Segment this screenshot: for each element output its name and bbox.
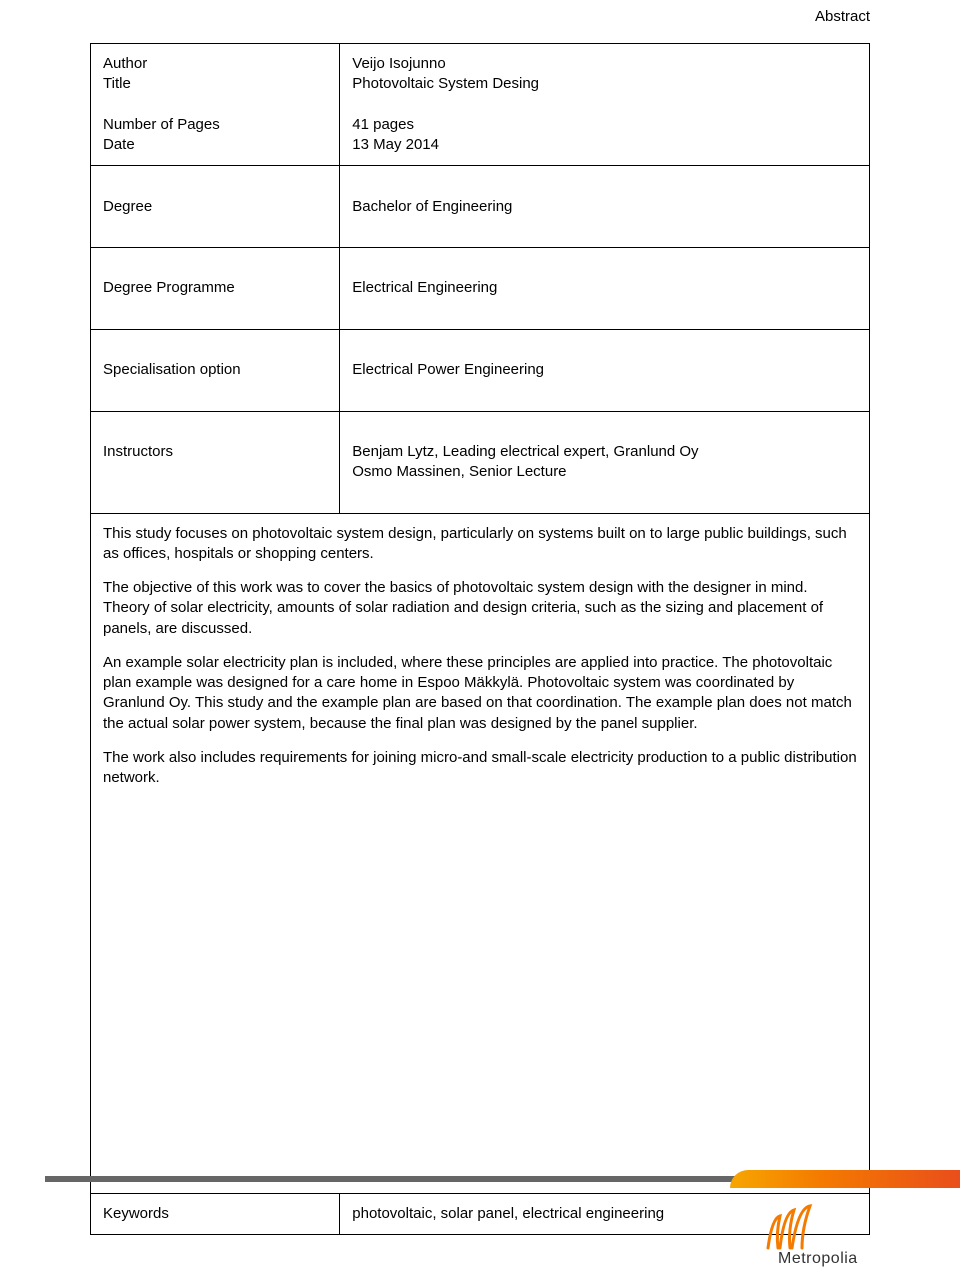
value-programme: Electrical Engineering bbox=[340, 248, 870, 330]
label-degree: Degree bbox=[91, 166, 340, 248]
label-title: Title bbox=[103, 75, 131, 92]
label-instructors-text: Instructors bbox=[103, 443, 173, 460]
value-author: Veijo Isojunno bbox=[352, 55, 445, 72]
row-specialisation: Specialisation option Electrical Power E… bbox=[91, 329, 870, 411]
label-author: Author bbox=[103, 55, 147, 72]
value-instructor-1: Benjam Lytz, Leading electrical expert, … bbox=[352, 443, 698, 460]
label-degree-text: Degree bbox=[103, 198, 152, 215]
value-instructors: Benjam Lytz, Leading electrical expert, … bbox=[340, 411, 870, 513]
label-instructors: Instructors bbox=[91, 411, 340, 513]
value-pages: 41 pages bbox=[352, 116, 414, 133]
page-footer: Metropolia bbox=[0, 1176, 960, 1276]
metropolia-logo-text: Metropolia bbox=[778, 1250, 858, 1268]
value-instructor-2: Osmo Massinen, Senior Lecture bbox=[352, 463, 566, 480]
abstract-body: This study focuses on photovoltaic syste… bbox=[91, 513, 870, 1193]
value-author-title: Veijo Isojunno Photovoltaic System Desin… bbox=[340, 44, 870, 166]
value-degree-text: Bachelor of Engineering bbox=[352, 198, 512, 215]
abstract-p3: An example solar electricity plan is inc… bbox=[103, 653, 857, 734]
label-author-title: Author Title Number of Pages Date bbox=[91, 44, 340, 166]
label-date: Date bbox=[103, 136, 135, 153]
value-specialisation-text: Electrical Power Engineering bbox=[352, 361, 544, 378]
label-programme: Degree Programme bbox=[91, 248, 340, 330]
row-body: This study focuses on photovoltaic syste… bbox=[91, 513, 870, 1193]
metropolia-logo: Metropolia bbox=[750, 1198, 880, 1268]
row-author-title: Author Title Number of Pages Date Veijo … bbox=[91, 44, 870, 166]
label-programme-text: Degree Programme bbox=[103, 279, 235, 296]
value-title: Photovoltaic System Desing bbox=[352, 75, 539, 92]
value-programme-text: Electrical Engineering bbox=[352, 279, 497, 296]
row-instructors: Instructors Benjam Lytz, Leading electri… bbox=[91, 411, 870, 513]
abstract-table: Author Title Number of Pages Date Veijo … bbox=[90, 43, 870, 1235]
label-specialisation: Specialisation option bbox=[91, 329, 340, 411]
row-programme: Degree Programme Electrical Engineering bbox=[91, 248, 870, 330]
value-specialisation: Electrical Power Engineering bbox=[340, 329, 870, 411]
label-specialisation-text: Specialisation option bbox=[103, 361, 241, 378]
row-degree: Degree Bachelor of Engineering bbox=[91, 166, 870, 248]
label-pages: Number of Pages bbox=[103, 116, 220, 133]
abstract-p4: The work also includes requirements for … bbox=[103, 748, 857, 789]
abstract-p1: This study focuses on photovoltaic syste… bbox=[103, 524, 857, 565]
value-date: 13 May 2014 bbox=[352, 136, 439, 153]
page-header-abstract: Abstract bbox=[0, 0, 960, 25]
value-degree: Bachelor of Engineering bbox=[340, 166, 870, 248]
footer-swoosh bbox=[730, 1170, 960, 1188]
abstract-p2: The objective of this work was to cover … bbox=[103, 578, 857, 639]
